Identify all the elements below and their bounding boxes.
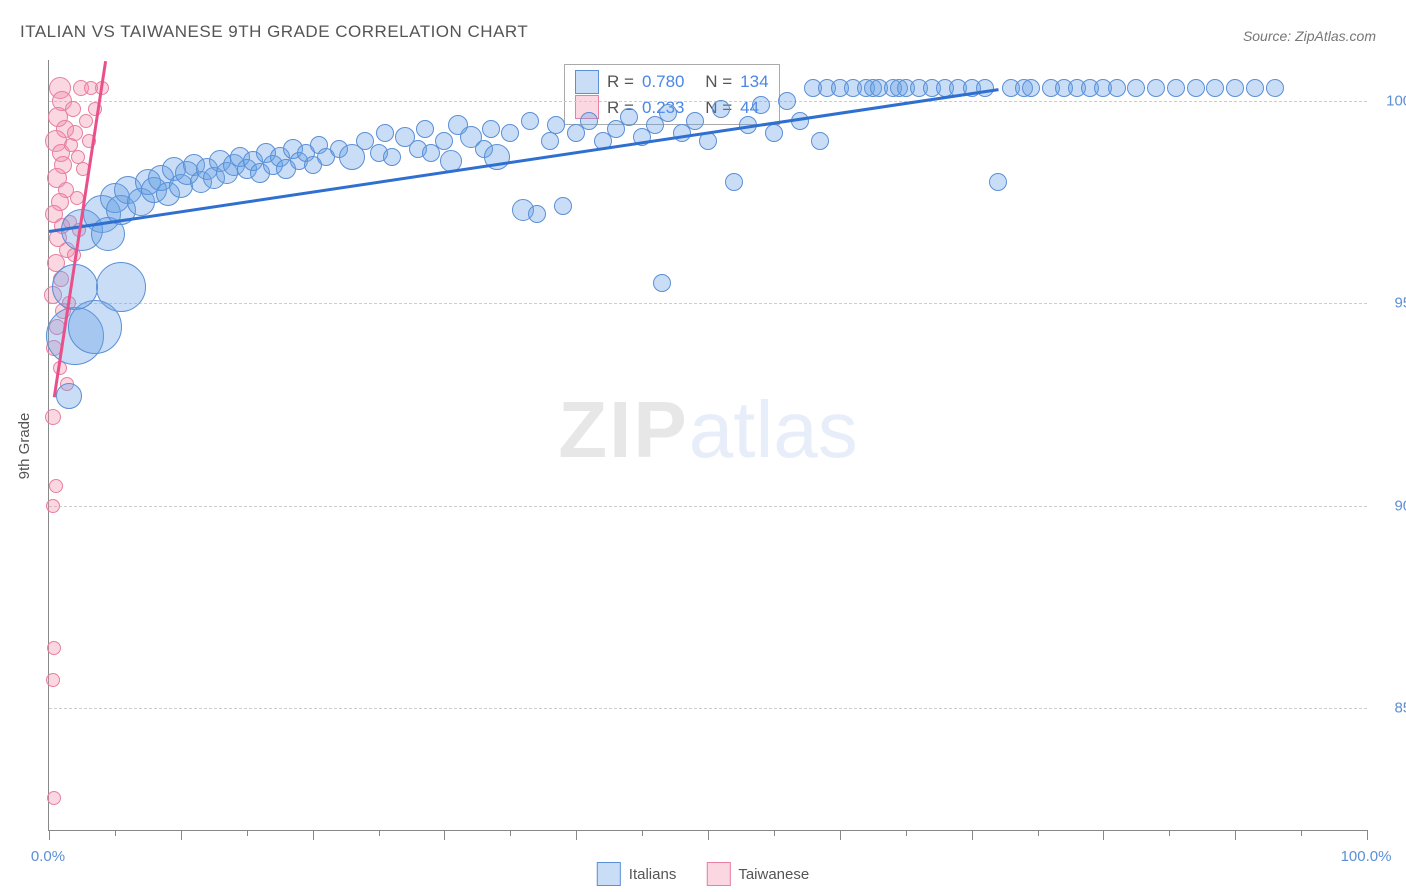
scatter-point-taiwanese [64, 138, 78, 152]
x-tick [708, 830, 709, 840]
scatter-point-italians [1108, 79, 1126, 97]
legend-swatch-taiwanese [706, 862, 730, 886]
n-label: N = [705, 69, 732, 95]
y-axis-label: 9th Grade [16, 413, 33, 480]
scatter-point-taiwanese [46, 499, 60, 513]
scatter-point-italians [1246, 79, 1264, 97]
y-tick-label: 100.0% [1377, 92, 1406, 109]
scatter-point-italians [554, 197, 572, 215]
scatter-point-italians [383, 148, 401, 166]
watermark: ZIPatlas [558, 384, 857, 476]
scatter-point-italians [1147, 79, 1165, 97]
x-tick [1103, 830, 1104, 840]
x-minor-tick [642, 830, 643, 836]
chart-plot-area: ZIPatlas R = 0.780 N = 134 R = 0.233 N =… [48, 60, 1367, 831]
x-tick [1235, 830, 1236, 840]
source-label: Source: ZipAtlas.com [1243, 28, 1376, 44]
x-minor-tick [510, 830, 511, 836]
scatter-point-italians [1187, 79, 1205, 97]
scatter-point-taiwanese [45, 409, 61, 425]
x-tick [181, 830, 182, 840]
x-minor-tick [1038, 830, 1039, 836]
n-value-italians: 134 [740, 69, 768, 95]
scatter-point-italians [482, 120, 500, 138]
stats-row-italians: R = 0.780 N = 134 [575, 69, 769, 95]
legend-swatch-italians [597, 862, 621, 886]
x-tick [576, 830, 577, 840]
y-tick-label: 95.0% [1377, 295, 1406, 312]
scatter-point-italians [725, 173, 743, 191]
scatter-point-taiwanese [46, 673, 60, 687]
scatter-point-italians [1226, 79, 1244, 97]
scatter-point-italians [541, 132, 559, 150]
scatter-point-italians [521, 112, 539, 130]
gridline [49, 303, 1367, 304]
scatter-point-italians [376, 124, 394, 142]
scatter-point-italians [1022, 79, 1040, 97]
scatter-point-taiwanese [79, 114, 93, 128]
x-minor-tick [774, 830, 775, 836]
legend-label-italians: Italians [629, 866, 677, 883]
legend-item-taiwanese: Taiwanese [706, 862, 809, 886]
scatter-point-italians [52, 264, 98, 310]
x-tick [313, 830, 314, 840]
swatch-italians [575, 70, 599, 94]
scatter-point-italians [811, 132, 829, 150]
x-minor-tick [1301, 830, 1302, 836]
x-tick [972, 830, 973, 840]
x-minor-tick [1169, 830, 1170, 836]
scatter-point-italians [1167, 79, 1185, 97]
r-label: R = [607, 69, 634, 95]
scatter-point-taiwanese [47, 641, 61, 655]
scatter-point-taiwanese [65, 101, 81, 117]
scatter-point-taiwanese [47, 791, 61, 805]
scatter-point-italians [435, 132, 453, 150]
scatter-point-italians [416, 120, 434, 138]
x-tick [49, 830, 50, 840]
gridline [49, 101, 1367, 102]
scatter-point-italians [686, 112, 704, 130]
scatter-point-italians [765, 124, 783, 142]
x-tick-label: 100.0% [1341, 848, 1392, 865]
scatter-point-italians [1266, 79, 1284, 97]
x-minor-tick [906, 830, 907, 836]
y-tick-label: 90.0% [1377, 497, 1406, 514]
x-minor-tick [115, 830, 116, 836]
scatter-point-italians [547, 116, 565, 134]
scatter-point-italians [712, 100, 730, 118]
x-tick-label: 0.0% [31, 848, 65, 865]
scatter-point-italians [580, 112, 598, 130]
scatter-point-italians [653, 274, 671, 292]
gridline [49, 506, 1367, 507]
chart-title: ITALIAN VS TAIWANESE 9TH GRADE CORRELATI… [20, 22, 528, 42]
watermark-part1: ZIP [558, 385, 688, 474]
gridline [49, 708, 1367, 709]
scatter-point-italians [989, 173, 1007, 191]
legend-item-italians: Italians [597, 862, 677, 886]
legend: Italians Taiwanese [597, 862, 809, 886]
x-tick [1367, 830, 1368, 840]
x-minor-tick [379, 830, 380, 836]
scatter-point-italians [528, 205, 546, 223]
x-tick [840, 830, 841, 840]
legend-label-taiwanese: Taiwanese [738, 866, 809, 883]
scatter-point-italians [1127, 79, 1145, 97]
y-tick-label: 85.0% [1377, 700, 1406, 717]
scatter-point-italians [752, 96, 770, 114]
x-tick [444, 830, 445, 840]
scatter-point-italians [659, 104, 677, 122]
watermark-part2: atlas [689, 385, 858, 474]
x-minor-tick [247, 830, 248, 836]
r-value-italians: 0.780 [642, 69, 685, 95]
scatter-point-italians [778, 92, 796, 110]
scatter-point-italians [56, 383, 82, 409]
scatter-point-taiwanese [49, 479, 63, 493]
scatter-point-italians [501, 124, 519, 142]
scatter-point-italians [1206, 79, 1224, 97]
scatter-point-italians [96, 262, 146, 312]
scatter-point-italians [620, 108, 638, 126]
